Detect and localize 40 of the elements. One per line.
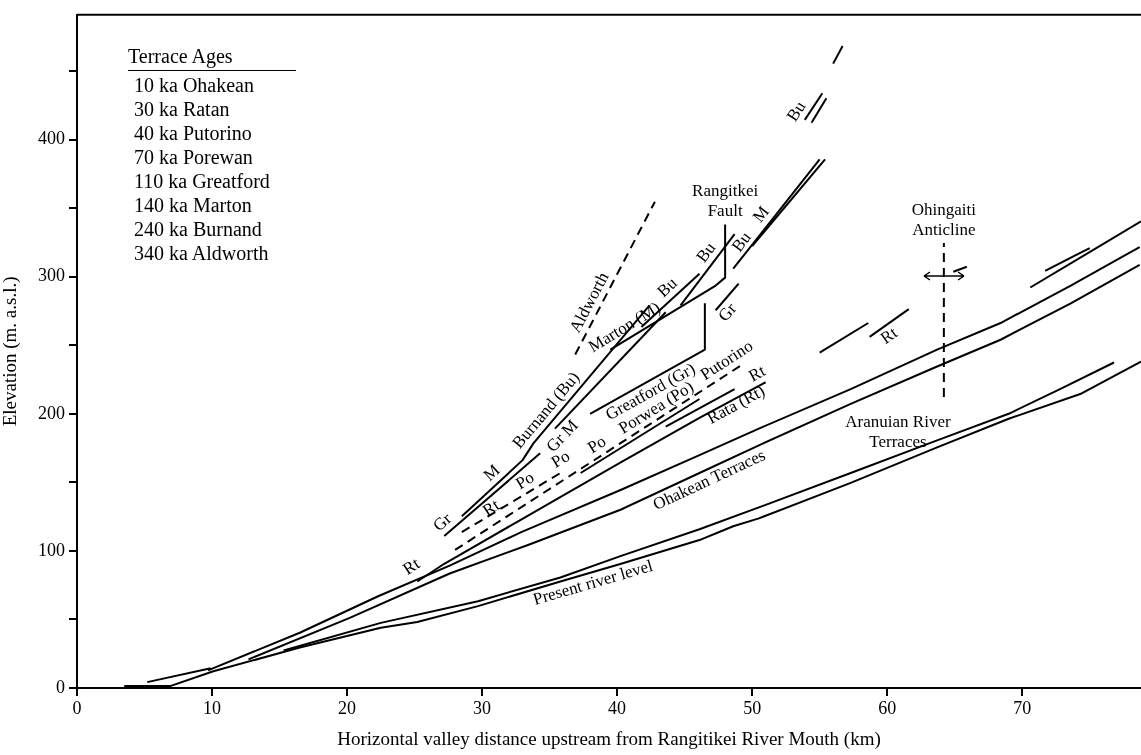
annotation: Po: [512, 467, 538, 494]
y-axis-title: Elevation (m. a.s.l.): [0, 276, 22, 427]
annotation: 70 ka Porewan: [133, 145, 254, 169]
annotation: Rt: [479, 495, 504, 521]
annotation: M: [479, 460, 504, 485]
annotation: Present river level: [530, 555, 656, 609]
annotation: 110 ka Greatford: [133, 169, 271, 193]
annotation: Gr: [429, 508, 456, 535]
x-tick-label: 50: [743, 697, 762, 718]
annotation: 140 ka Marton: [133, 193, 253, 217]
y-tick-label: 200: [38, 402, 65, 423]
annotation: M: [748, 202, 774, 227]
annotation: Bu: [692, 238, 720, 266]
annotation: Aranuian River Terraces: [845, 412, 951, 452]
annotation: Bu: [653, 273, 682, 301]
x-tick-label: 20: [338, 697, 357, 718]
x-tick-label: 60: [878, 697, 897, 718]
annotation: 30 ka Ratan: [133, 97, 231, 121]
x-tick-label: 10: [203, 697, 222, 718]
annotation: Rt: [876, 322, 902, 348]
x-tick-label: 70: [1013, 697, 1032, 718]
x-tick-label: 30: [473, 697, 492, 718]
annotation: Bu: [782, 97, 810, 125]
annotation: Bu: [727, 227, 756, 256]
y-tick-label: 300: [38, 265, 65, 286]
y-tick-label: 400: [38, 128, 65, 149]
annotation: 10 ka Ohakean: [133, 73, 255, 97]
legend-title: Terrace Ages: [128, 44, 296, 71]
y-tick-label: 0: [56, 676, 65, 697]
annotation: 240 ka Burnand: [133, 217, 263, 241]
x-tick-label: 0: [72, 697, 82, 718]
annotation: Po: [583, 431, 610, 458]
annotation: Ohingaiti Anticline: [911, 200, 977, 240]
annotation: Rt: [399, 553, 424, 579]
x-tick-label: 40: [608, 697, 627, 718]
annotation: Gr: [714, 298, 741, 326]
annotation: 340 ka Aldworth: [133, 241, 270, 265]
y-tick-label: 100: [38, 539, 65, 560]
annotation: 40 ka Putorino: [133, 121, 253, 145]
x-axis-title: Horizontal valley distance upstream from Rangitikei River Mouth (km): [337, 727, 881, 750]
